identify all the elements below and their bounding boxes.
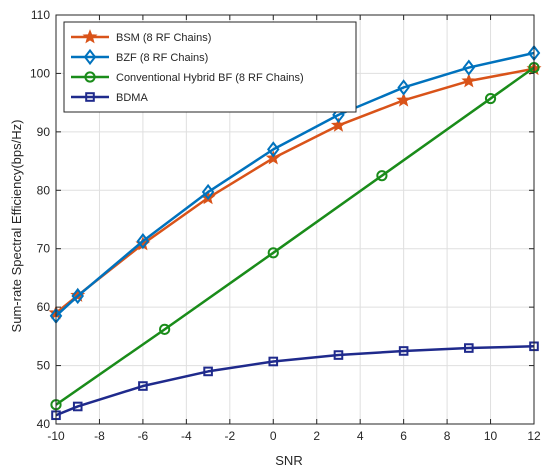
series-3 [51, 341, 539, 421]
x-tick-label: 2 [313, 429, 320, 443]
legend-marker [83, 48, 97, 66]
data-point [72, 401, 83, 412]
x-tick-label: -6 [138, 429, 149, 443]
data-point [268, 356, 279, 367]
axes [55, 14, 535, 425]
data-point [267, 141, 280, 158]
data-point [398, 346, 409, 356]
legend-marker [84, 71, 96, 83]
y-tick-label: 60 [37, 300, 51, 314]
legend-entry-label: Conventional Hybrid BF (8 RF Chains) [116, 72, 304, 84]
data-point [159, 323, 171, 335]
x-tick-label: -8 [94, 429, 105, 443]
x-tick-label: 12 [527, 429, 541, 443]
y-tick-label: 50 [37, 359, 51, 373]
y-tick-label: 110 [31, 8, 50, 22]
series-1 [49, 44, 541, 325]
data-point [330, 117, 346, 132]
legend: BSM (8 RF Chains) BZF (8 RF Chains) Conven… [63, 21, 357, 113]
plot-frame [55, 14, 535, 425]
legend-entry-label: BZF (8 RF Chains) [116, 52, 208, 64]
y-tick-label: 90 [37, 125, 51, 139]
x-tick-label: -4 [181, 429, 192, 443]
data-point [136, 232, 150, 250]
tick-labels: -10 -8 -6 -4 -2 0 2 4 6 8 10 12 40 50 60 70 80 90 100 110 [30, 8, 541, 443]
x-tick-label: 10 [484, 429, 498, 443]
y-tick-label: 80 [37, 183, 51, 197]
data-point [333, 350, 344, 360]
y-tick-label: 40 [37, 417, 51, 431]
data-point [332, 106, 345, 124]
data-point [484, 92, 497, 105]
data-point [267, 247, 279, 259]
y-tick-label: 70 [37, 242, 51, 256]
series-line [56, 51, 534, 317]
legend-entry-label: BDMA [116, 92, 148, 104]
y-tick-label: 100 [30, 66, 50, 80]
series-line [56, 66, 534, 406]
data-point [462, 59, 476, 76]
series-2 [50, 61, 540, 411]
data-point [376, 170, 388, 182]
x-axis-label: SNR [275, 453, 302, 468]
data-point [461, 73, 477, 88]
x-tick-label: 6 [400, 429, 407, 443]
legend-marker [82, 29, 98, 44]
data-point [265, 150, 281, 165]
x-tick-label: -2 [224, 429, 235, 443]
data-point [396, 92, 412, 107]
data-point [138, 381, 148, 391]
data-point [71, 287, 84, 305]
legend-entry-label: BSM (8 RF Chains) [116, 32, 211, 44]
series-layer [48, 44, 542, 421]
y-axis-label: Sum-rate Spectral Efficiency(bps/Hz) [9, 120, 24, 333]
data-point [203, 366, 213, 377]
data-point [464, 343, 474, 353]
legend-box [63, 21, 357, 113]
x-tick-label: -10 [47, 429, 65, 443]
legend-marker [85, 92, 95, 102]
x-tick-label: 4 [357, 429, 364, 443]
data-point [397, 79, 410, 96]
data-point [201, 183, 215, 201]
x-tick-label: 0 [270, 429, 277, 443]
series-line [56, 345, 534, 417]
x-tick-label: 8 [444, 429, 451, 443]
